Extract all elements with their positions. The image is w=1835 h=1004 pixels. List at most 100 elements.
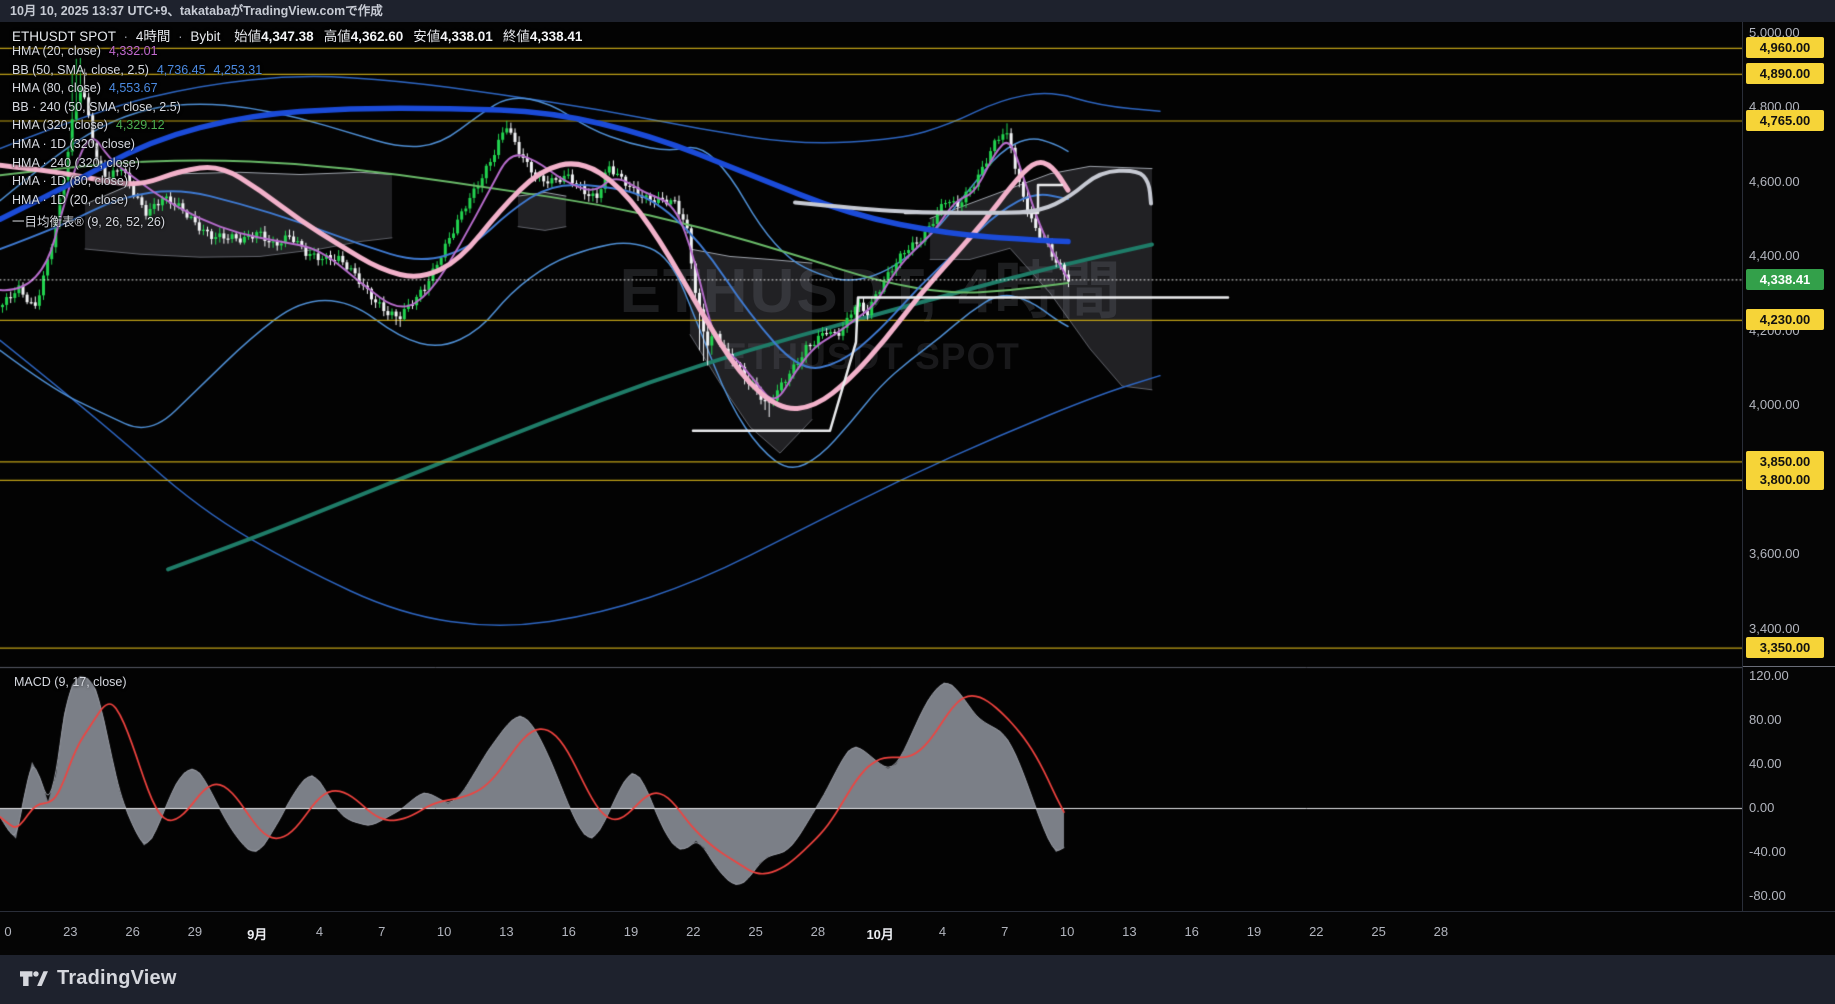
time-axis-label: 26	[125, 924, 140, 939]
indicator-legend-row[interactable]: 一目均衡表® (9, 26, 52, 26)	[12, 211, 165, 230]
ohlc-item: 安値4,338.01	[413, 29, 493, 44]
symbol-name: ETHUSDT SPOT	[12, 29, 116, 44]
indicator-legend-label: HMA (80, close)	[12, 81, 101, 96]
ohlc-item-label: 終値	[502, 29, 530, 44]
ohlc-item-label: 始値	[234, 29, 262, 44]
ohlc-item-label: 安値	[413, 29, 441, 44]
ohlc-item-value: 4,347.38	[261, 29, 314, 44]
time-axis-label: 19	[1246, 924, 1262, 939]
indicator-legend: ETHUSDT SPOT · 4時間 · Bybit 始値4,347.38 高値4…	[12, 25, 582, 229]
ohlc-values: 始値4,347.38 高値4,362.60 安値4,338.01 終値4,338.41	[224, 29, 582, 44]
ohlc-item-label: 高値	[323, 29, 351, 44]
indicator-legend-row[interactable]: HMA · 1D (80, close)	[12, 174, 128, 188]
indicator-legend-row[interactable]: BB (50, SMA, close, 2.5) 4,736.45 4,253.31	[12, 63, 262, 77]
macd-indicator-label[interactable]: MACD (9, 17, close)	[14, 675, 127, 689]
time-axis-label: 28	[1433, 924, 1449, 939]
ohlc-item-value: 4,362.60	[350, 29, 404, 44]
time-axis-label: 29	[187, 924, 203, 939]
time-axis-label: 10	[436, 924, 452, 939]
ohlc-item-value: 4,338.41	[529, 29, 583, 44]
indicator-legend-row[interactable]: HMA (80, close) 4,553.67	[12, 81, 158, 95]
tradingview-logo[interactable]: TradingView	[20, 967, 177, 990]
time-axis-label: 10	[1059, 924, 1075, 939]
indicator-legend-label: HMA · 240 (320, close)	[12, 155, 140, 170]
main-chart-canvas[interactable]	[0, 22, 1742, 911]
indicator-legend-label: HMA · 1D (20, close)	[12, 192, 129, 207]
time-scale[interactable]: 0 23 26 29 9月 4 7 10 13 16 19 22 25 28 10月 4 7 10 13 16 19 22…	[0, 911, 1835, 956]
indicator-legend-label: 一目均衡表® (9, 26, 52, 26)	[12, 215, 166, 230]
indicator-legend-label: HMA · 1D (320, close)	[12, 137, 135, 151]
ohlc-item-value: 4,338.01	[440, 29, 493, 44]
indicator-legend-label: HMA (20, close)	[12, 44, 101, 58]
price-axis-tick: 4,400.00	[1749, 248, 1800, 264]
time-axis-label: 13	[1122, 924, 1137, 939]
indicator-legend-label: HMA (320, close)	[12, 118, 108, 133]
time-axis-label: 4	[315, 924, 324, 939]
indicator-legend-value: 4,736.45	[156, 62, 206, 77]
time-axis-label: 10月	[866, 927, 894, 942]
time-axis-label: 4	[938, 924, 947, 939]
indicator-legend-value: 4,329.12	[115, 118, 165, 133]
time-axis-label: 22	[1309, 924, 1324, 939]
indicator-legend-row[interactable]: HMA (320, close) 4,329.12	[12, 118, 165, 132]
time-axis-label: 16	[561, 924, 576, 939]
time-axis-label: 25	[1371, 924, 1386, 939]
time-axis-label: 22	[686, 924, 701, 939]
indicator-legend-label: HMA · 1D (80, close)	[12, 174, 129, 189]
time-axis-label: 7	[1001, 924, 1009, 939]
time-axis-label: 13	[499, 924, 514, 939]
time-axis-label: 28	[810, 924, 826, 939]
price-axis-tick: 3,400.00	[1749, 620, 1800, 636]
macd-axis-tick: -80.00	[1749, 888, 1786, 903]
time-axis-label: 0	[4, 924, 12, 939]
price-level-badge: 3,850.00	[1746, 450, 1824, 472]
last-price-badge: 4,338.41	[1746, 268, 1824, 290]
price-axis-tick: 4,000.00	[1749, 397, 1800, 413]
ohlc-item: 高値4,362.60	[324, 29, 404, 44]
time-axis-label: 19	[623, 924, 639, 939]
indicator-legend-label: BB (50, SMA, close, 2.5)	[12, 62, 149, 77]
ohlc-item: 終値4,338.41	[503, 29, 583, 44]
macd-axis-tick: 80.00	[1749, 712, 1782, 727]
tradingview-logo-icon	[20, 970, 48, 986]
price-axis-tick: 5,000.00	[1749, 25, 1800, 40]
price-level-badge: 4,890.00	[1746, 63, 1824, 85]
indicator-legend-value: 4,253.31	[213, 62, 263, 77]
price-scale[interactable]: 5,000.00 4,800.00 4,600.00 4,400.00 4,200.00…	[1742, 22, 1835, 911]
creation-attribution-text: 10月 10, 2025 13:37 UTC+9、takatabaがTradin…	[10, 4, 383, 18]
pane-divider[interactable]	[1743, 666, 1835, 667]
macd-label-text: MACD (9, 17, close)	[14, 675, 127, 689]
footer-bar: TradingView	[0, 955, 1835, 1004]
indicator-legend-row[interactable]: HMA · 240 (320, close)	[12, 156, 140, 170]
macd-axis-tick: 0.00	[1749, 800, 1775, 815]
indicator-legend-value: 4,332.01	[108, 44, 158, 58]
separator: ·	[178, 29, 183, 44]
time-axis-label: 23	[63, 924, 78, 939]
price-level-badge: 4,765.00	[1746, 110, 1824, 132]
time-axis-label: 9月	[247, 927, 268, 942]
time-axis-label: 25	[748, 924, 763, 939]
indicator-legend-row[interactable]: HMA · 1D (20, close)	[12, 193, 128, 207]
macd-axis-tick: 120.00	[1749, 668, 1789, 683]
indicator-legend-row[interactable]: HMA (20, close) 4,332.01	[12, 44, 158, 58]
tradingview-wordmark: TradingView	[57, 967, 177, 989]
symbol-title-row[interactable]: ETHUSDT SPOT · 4時間 · Bybit 始値4,347.38 高値4…	[12, 25, 582, 45]
creation-attribution-bar: 10月 10, 2025 13:37 UTC+9、takatabaがTradin…	[0, 0, 1835, 22]
time-axis-label: 16	[1184, 924, 1199, 939]
indicator-legend-row[interactable]: HMA · 1D (320, close)	[12, 137, 135, 151]
indicator-legend-row[interactable]: BB · 240 (50, SMA, close, 2.5)	[12, 100, 181, 114]
indicator-legend-value: 4,553.67	[108, 81, 158, 96]
separator: ·	[123, 29, 129, 44]
symbol-exchange: Bybit	[190, 29, 221, 44]
price-level-badge: 3,350.00	[1746, 637, 1824, 659]
indicator-legend-label: BB · 240 (50, SMA, close, 2.5)	[12, 99, 181, 114]
macd-axis-tick: -40.00	[1749, 844, 1786, 859]
price-axis-tick: 4,600.00	[1749, 173, 1800, 189]
price-axis-tick: 3,600.00	[1749, 546, 1800, 562]
time-axis-label: 7	[378, 924, 386, 939]
price-level-badge: 4,230.00	[1746, 309, 1824, 331]
ohlc-item: 始値4,347.38	[234, 29, 314, 44]
symbol-interval: 4時間	[135, 29, 171, 44]
price-level-badge: 4,960.00	[1746, 37, 1824, 59]
